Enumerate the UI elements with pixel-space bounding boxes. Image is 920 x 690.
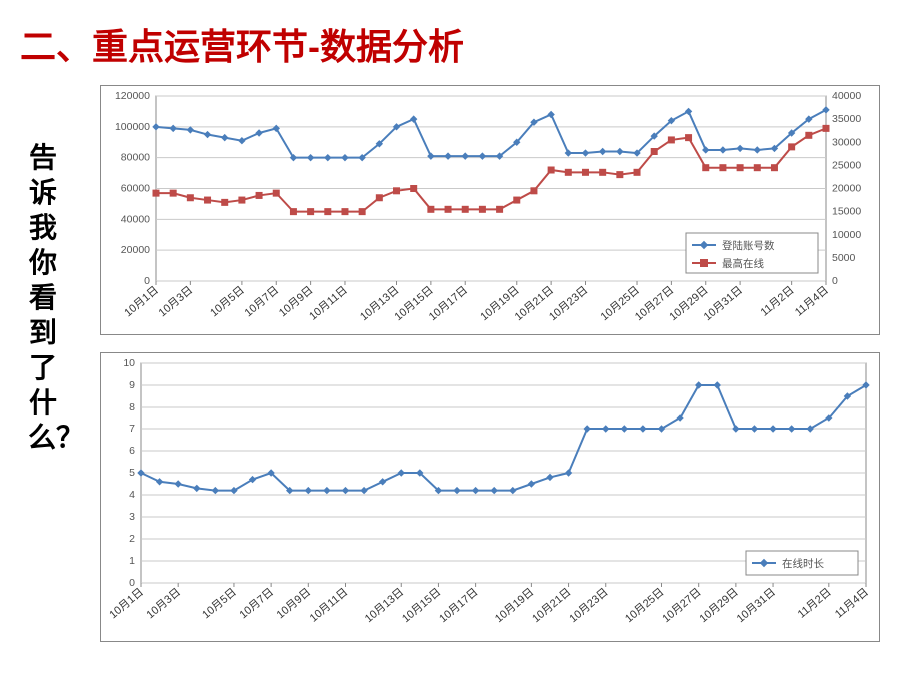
- chart-accounts-online: 0 20000 40000 60000 80000 100000 120000 0 5000 10…: [100, 85, 880, 335]
- svg-text:10月3日: 10月3日: [157, 284, 196, 319]
- svg-text:35000: 35000: [832, 113, 861, 125]
- svg-text:8: 8: [129, 401, 135, 413]
- svg-text:30000: 30000: [832, 136, 861, 148]
- svg-text:6: 6: [129, 445, 135, 457]
- svg-text:11月4日: 11月4日: [833, 586, 871, 621]
- svg-text:最高在线: 最高在线: [722, 257, 764, 270]
- svg-text:0: 0: [144, 275, 150, 287]
- svg-text:10月25日: 10月25日: [623, 586, 666, 625]
- svg-text:10月19日: 10月19日: [493, 586, 536, 625]
- svg-text:10月5日: 10月5日: [208, 284, 247, 319]
- svg-text:10月23日: 10月23日: [547, 284, 590, 323]
- chart2-svg: 01234567891010月1日10月3日10月5日10月7日10月9日10月…: [101, 353, 881, 643]
- svg-text:10月29日: 10月29日: [697, 586, 740, 625]
- svg-text:11月2日: 11月2日: [759, 284, 797, 319]
- svg-text:10月7日: 10月7日: [237, 586, 276, 621]
- svg-text:25000: 25000: [832, 159, 861, 171]
- page-title: 二、重点运营环节-数据分析: [20, 18, 464, 70]
- svg-text:11月4日: 11月4日: [793, 284, 831, 319]
- svg-text:10月23日: 10月23日: [567, 586, 610, 625]
- svg-text:10月13日: 10月13日: [363, 586, 406, 625]
- svg-text:10: 10: [123, 357, 135, 369]
- chart1-svg: 0 20000 40000 60000 80000 100000 120000 0 5000 10…: [101, 86, 881, 336]
- svg-text:10月7日: 10月7日: [243, 284, 282, 319]
- svg-text:7: 7: [129, 423, 135, 435]
- svg-text:4: 4: [129, 489, 135, 501]
- svg-text:5: 5: [129, 467, 135, 479]
- svg-text:0: 0: [129, 577, 135, 589]
- svg-text:2: 2: [129, 533, 135, 545]
- svg-text:10月11日: 10月11日: [308, 586, 351, 625]
- svg-text:10月15日: 10月15日: [400, 586, 443, 625]
- svg-text:10月1日: 10月1日: [122, 284, 161, 319]
- side-question: 告诉我你看到了什么？: [28, 140, 58, 455]
- svg-text:在线时长: 在线时长: [782, 557, 824, 570]
- svg-text:40000: 40000: [121, 213, 150, 225]
- svg-text:10月3日: 10月3日: [144, 586, 183, 621]
- chart-online-duration: 01234567891010月1日10月3日10月5日10月7日10月9日10月…: [100, 352, 880, 642]
- svg-text:10000: 10000: [832, 229, 861, 241]
- svg-text:10月17日: 10月17日: [437, 586, 480, 625]
- svg-text:10月17日: 10月17日: [427, 284, 470, 323]
- svg-text:10月11日: 10月11日: [307, 284, 350, 323]
- svg-text:10月5日: 10月5日: [200, 586, 239, 621]
- svg-text:100000: 100000: [115, 121, 150, 133]
- svg-text:20000: 20000: [832, 183, 861, 195]
- svg-text:10月31日: 10月31日: [702, 284, 745, 323]
- svg-text:10月31日: 10月31日: [735, 586, 778, 625]
- svg-text:登陆账号数: 登陆账号数: [722, 239, 775, 252]
- svg-text:120000: 120000: [115, 90, 150, 102]
- svg-text:40000: 40000: [832, 90, 861, 102]
- svg-text:1: 1: [129, 555, 135, 567]
- svg-text:3: 3: [129, 511, 135, 523]
- svg-text:5000: 5000: [832, 252, 856, 264]
- svg-text:10月21日: 10月21日: [530, 586, 573, 625]
- svg-text:60000: 60000: [121, 183, 150, 195]
- svg-text:15000: 15000: [832, 206, 861, 218]
- svg-text:20000: 20000: [121, 244, 150, 256]
- svg-text:11月2日: 11月2日: [796, 586, 834, 621]
- svg-text:0: 0: [832, 275, 838, 287]
- svg-text:10月1日: 10月1日: [107, 586, 146, 621]
- svg-text:9: 9: [129, 379, 135, 391]
- svg-text:80000: 80000: [121, 152, 150, 164]
- svg-text:10月27日: 10月27日: [660, 586, 703, 625]
